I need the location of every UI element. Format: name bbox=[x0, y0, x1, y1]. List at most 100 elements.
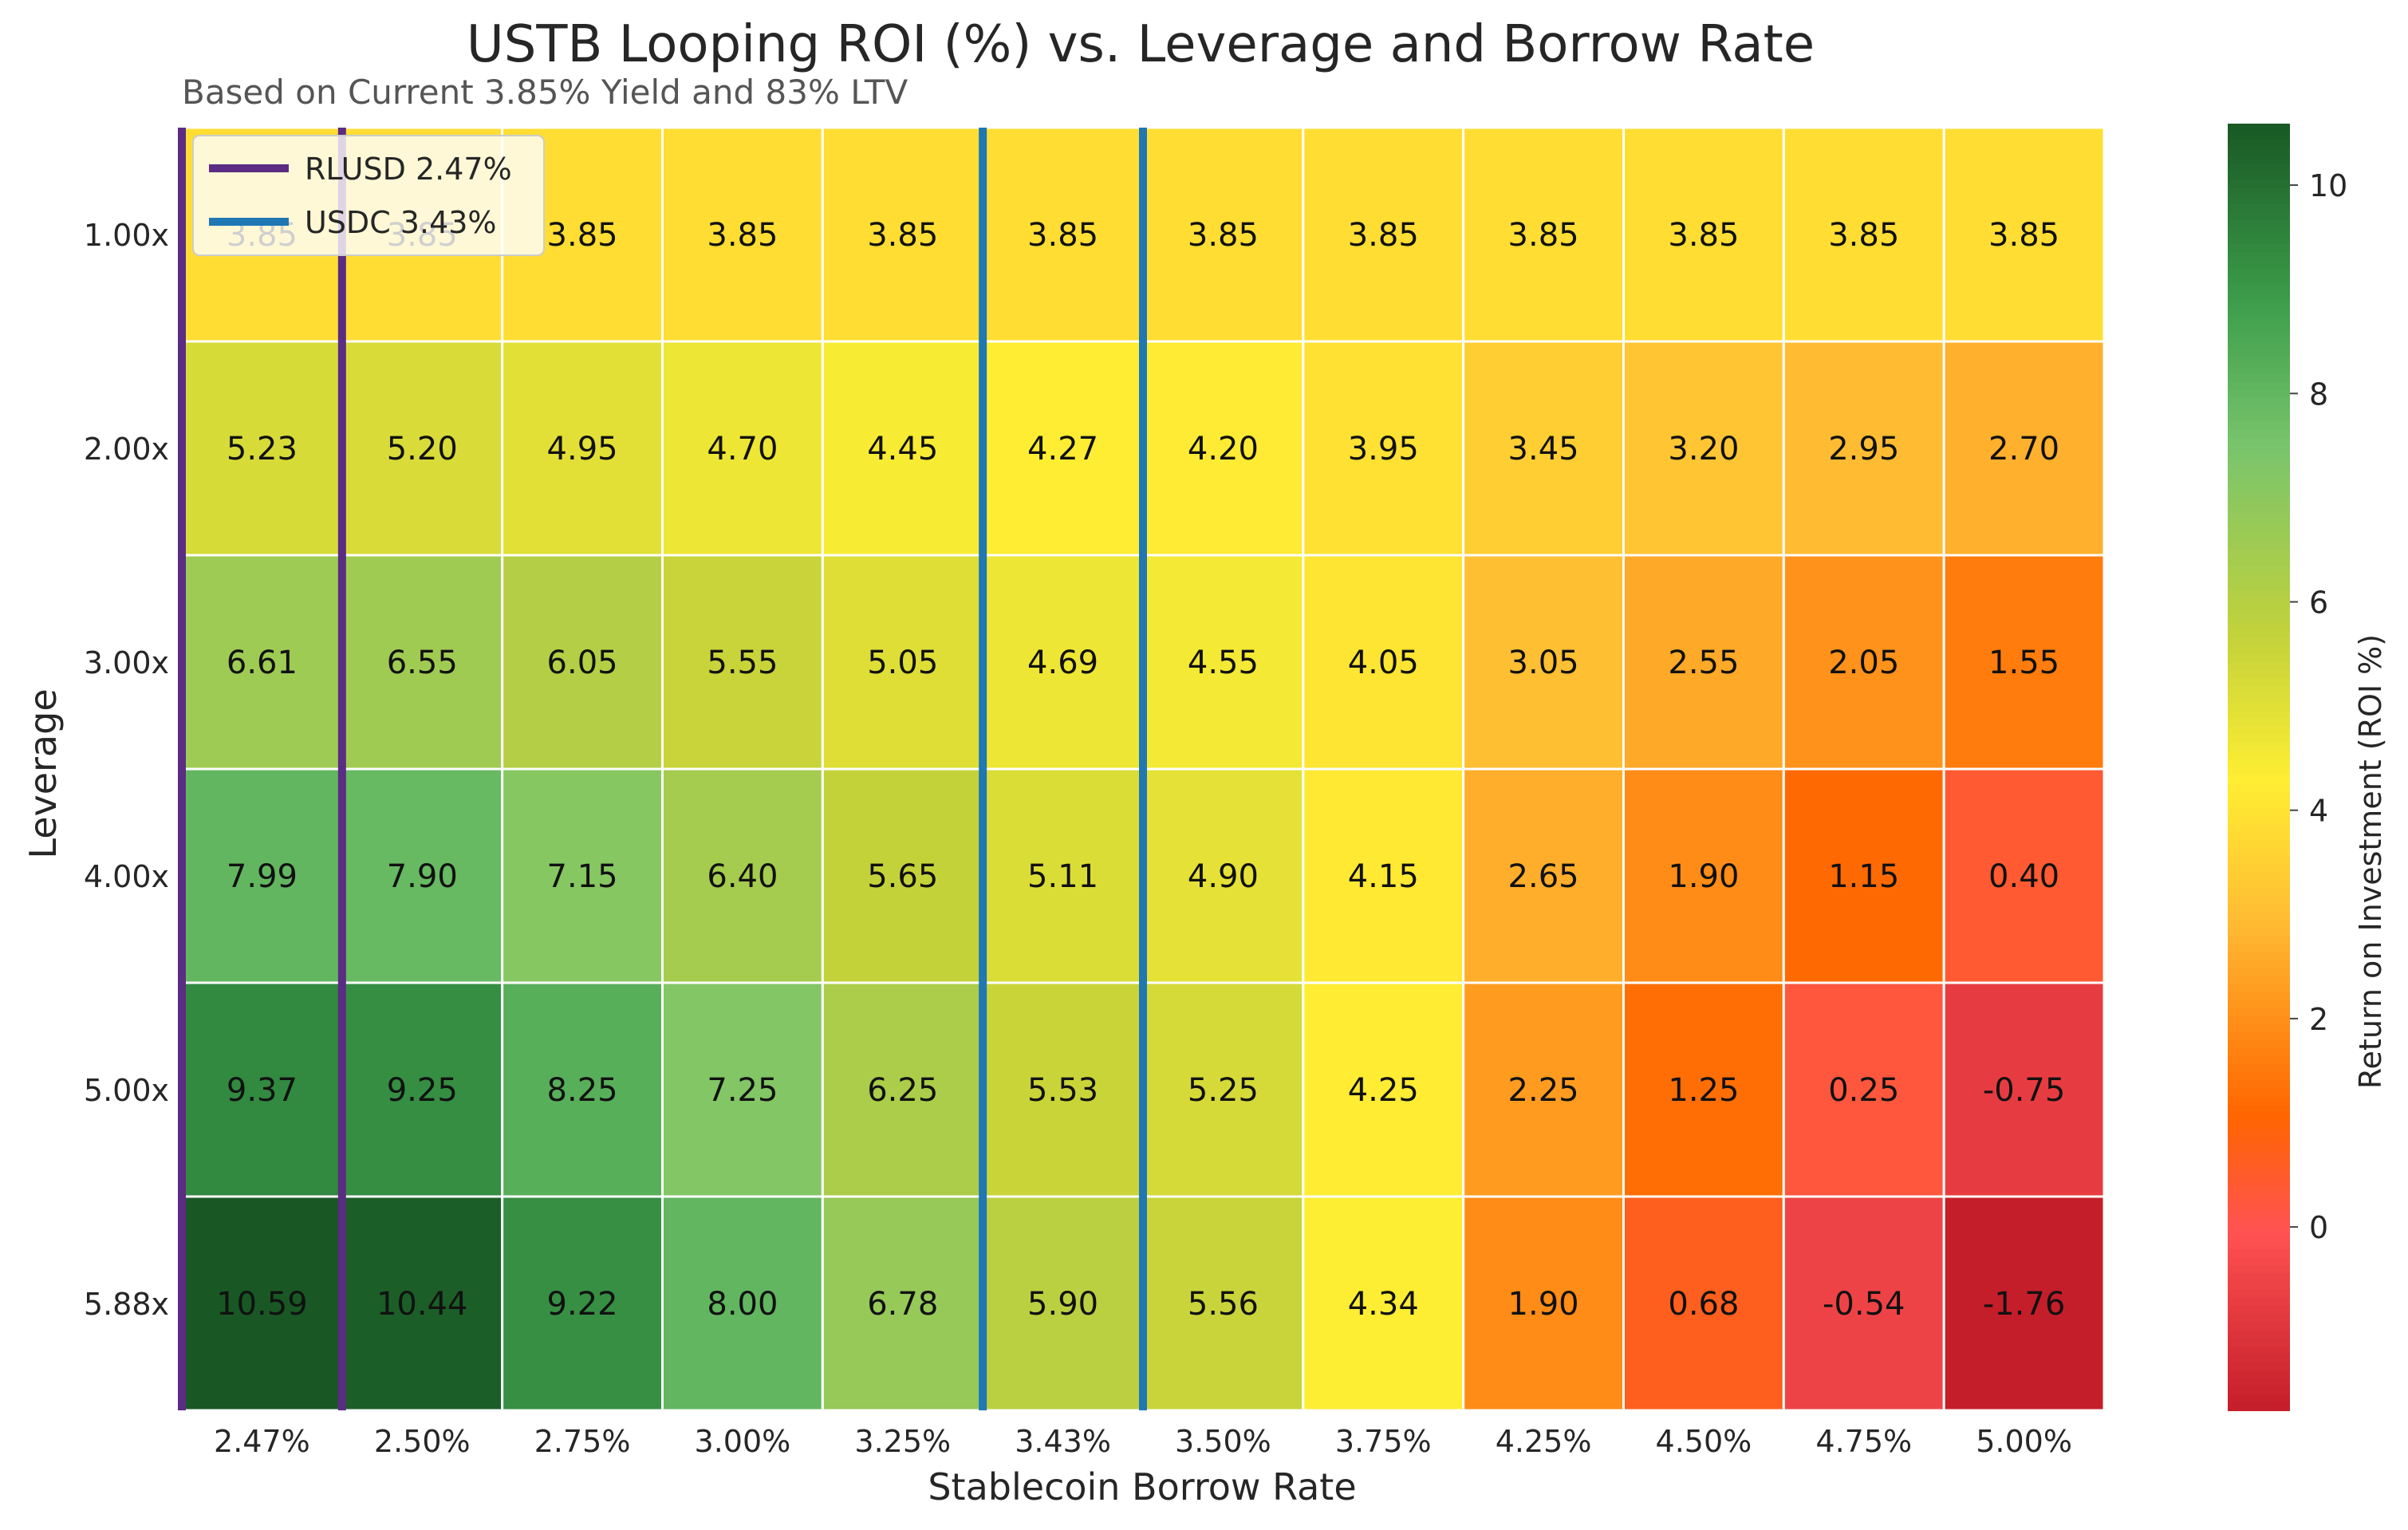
colorbar-segment bbox=[2228, 799, 2290, 808]
heatmap-cell bbox=[1942, 554, 2106, 771]
colorbar-segment bbox=[2228, 1072, 2290, 1082]
heatmap-cell bbox=[1141, 554, 1305, 771]
y-tick-label: 3.00x bbox=[84, 645, 169, 680]
heatmap-cell bbox=[1141, 340, 1305, 557]
colorbar-segment bbox=[2228, 678, 2290, 688]
colorbar-segment bbox=[2228, 1056, 2290, 1066]
colorbar-segment bbox=[2228, 1297, 2290, 1307]
colorbar-segment bbox=[2228, 1137, 2290, 1146]
colorbar-segment bbox=[2228, 268, 2290, 278]
colorbar-segment bbox=[2228, 613, 2290, 624]
colorbar-segment bbox=[2228, 735, 2290, 744]
heatmap-cell bbox=[501, 554, 664, 771]
cell-value-label: -0.75 bbox=[1983, 1072, 2066, 1109]
heatmap-cell bbox=[180, 1195, 344, 1412]
colorbar-segment bbox=[2228, 960, 2290, 969]
colorbar-segment bbox=[2228, 710, 2290, 720]
colorbar-segment bbox=[2228, 622, 2290, 632]
x-tick-label: 2.50% bbox=[374, 1424, 471, 1459]
heatmap-cell bbox=[661, 767, 824, 984]
colorbar-segment bbox=[2228, 1338, 2290, 1347]
colorbar-segment bbox=[2228, 928, 2290, 937]
colorbar-segment bbox=[2228, 558, 2290, 567]
cell-value-label: 9.25 bbox=[387, 1072, 458, 1109]
cell-value-label: 3.85 bbox=[707, 217, 778, 254]
cell-value-label: 3.85 bbox=[1348, 217, 1419, 254]
colorbar-segment bbox=[2228, 630, 2290, 640]
cell-value-label: 3.85 bbox=[867, 217, 938, 254]
colorbar-segment bbox=[2228, 469, 2290, 479]
colorbar-segment bbox=[2228, 1104, 2290, 1114]
colorbar: 0 2 4 6 8 10 bbox=[2228, 124, 2347, 1411]
cell-value-label: 5.11 bbox=[1027, 858, 1098, 895]
y-axis-ticks: 1.00x 2.00x 3.00x 4.00x 5.00x 5.88x bbox=[84, 218, 169, 1322]
x-tick-label: 3.00% bbox=[695, 1424, 791, 1459]
x-tick-label: 4.50% bbox=[1656, 1424, 1752, 1459]
colorbar-segment bbox=[2228, 839, 2290, 849]
heatmap-cell bbox=[1622, 767, 1785, 984]
colorbar-segment bbox=[2228, 156, 2290, 165]
colorbar-segment bbox=[2228, 381, 2290, 390]
heatmap-cell bbox=[180, 767, 344, 984]
heatmap-cell bbox=[981, 126, 1145, 343]
cell-value-label: 0.68 bbox=[1668, 1286, 1739, 1323]
colorbar-segment bbox=[2228, 1257, 2290, 1267]
colorbar-segment bbox=[2228, 509, 2290, 519]
colorbar-segment bbox=[2228, 461, 2290, 471]
colorbar-segment bbox=[2228, 855, 2290, 865]
colorbar-segment bbox=[2228, 526, 2290, 535]
cell-value-label: 3.85 bbox=[1828, 217, 1899, 254]
colorbar-label: Return on Investment (ROI %) bbox=[2353, 634, 2388, 1089]
legend-label-rlusd: RLUSD 2.47% bbox=[305, 152, 512, 187]
colorbar-segment bbox=[2228, 1346, 2290, 1355]
colorbar-segment bbox=[2228, 179, 2290, 189]
heatmap-cell bbox=[821, 554, 984, 771]
colorbar-segment bbox=[2228, 1265, 2290, 1275]
colorbar-segment bbox=[2228, 566, 2290, 575]
heatmap-cell bbox=[341, 1195, 504, 1412]
cell-value-label: 10.44 bbox=[376, 1286, 468, 1323]
heatmap-cell bbox=[1462, 767, 1625, 984]
colorbar-segment bbox=[2228, 574, 2290, 583]
heatmap-cell bbox=[1942, 767, 2106, 984]
y-tick-label: 4.00x bbox=[84, 859, 169, 894]
colorbar-segment bbox=[2228, 1121, 2290, 1130]
colorbar-segment bbox=[2228, 534, 2290, 543]
colorbar-segment bbox=[2228, 1032, 2290, 1042]
colorbar-segment bbox=[2228, 1322, 2290, 1331]
colorbar-segment bbox=[2228, 187, 2290, 197]
colorbar-segment bbox=[2228, 1386, 2290, 1395]
y-tick-label: 5.88x bbox=[84, 1287, 169, 1322]
heatmap-cell bbox=[1782, 554, 1945, 771]
cell-value-label: 3.95 bbox=[1348, 431, 1419, 467]
colorbar-segment bbox=[2228, 936, 2290, 945]
colorbar-segment bbox=[2228, 863, 2290, 873]
colorbar-segment bbox=[2228, 1241, 2290, 1251]
y-axis-label: Leverage bbox=[22, 688, 65, 858]
colorbar-segment bbox=[2228, 373, 2290, 382]
y-tick-label: 1.00x bbox=[84, 218, 169, 253]
colorbar-tick-label: 6 bbox=[2309, 585, 2328, 620]
cell-value-label: 5.53 bbox=[1027, 1072, 1098, 1109]
colorbar-segment bbox=[2228, 646, 2290, 656]
cell-value-label: 5.90 bbox=[1027, 1286, 1098, 1323]
heatmap-cell bbox=[1462, 340, 1625, 557]
heatmap-cell bbox=[1462, 1195, 1625, 1412]
x-tick-label: 4.25% bbox=[1496, 1424, 1592, 1459]
cell-value-label: -1.76 bbox=[1983, 1286, 2066, 1323]
colorbar-segment bbox=[2228, 124, 2290, 133]
cell-value-label: 2.65 bbox=[1508, 858, 1579, 895]
legend-label-usdc: USDC 3.43% bbox=[305, 205, 497, 240]
cell-value-label: 5.23 bbox=[227, 431, 298, 467]
x-tick-label: 3.43% bbox=[1015, 1424, 1111, 1459]
colorbar-segment bbox=[2228, 284, 2290, 294]
colorbar-segment bbox=[2228, 1169, 2290, 1178]
colorbar-segment bbox=[2228, 605, 2290, 615]
cell-value-label: 4.15 bbox=[1348, 858, 1419, 895]
colorbar-segment bbox=[2228, 582, 2290, 591]
colorbar-segment bbox=[2228, 944, 2290, 953]
colorbar-segment bbox=[2228, 195, 2290, 205]
colorbar-segment bbox=[2228, 236, 2290, 246]
cell-value-label: 1.90 bbox=[1668, 858, 1739, 895]
heatmap-cell bbox=[501, 767, 664, 984]
